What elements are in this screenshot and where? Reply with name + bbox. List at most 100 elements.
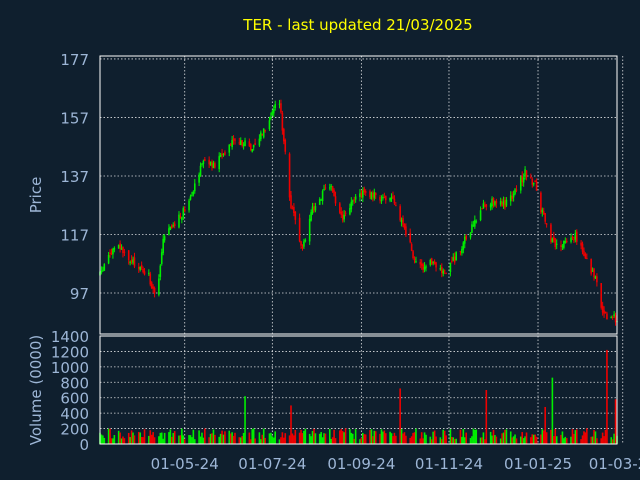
volume-bar [183, 439, 186, 444]
candle-body [244, 140, 246, 147]
candle-body [462, 242, 465, 250]
candle-body [475, 221, 478, 223]
candle-body [542, 211, 545, 215]
volume-bar [545, 432, 548, 444]
candle-body [435, 262, 437, 268]
volume-bar [613, 433, 615, 444]
volume-bar [469, 438, 472, 444]
candle-body [425, 266, 427, 268]
candle-body [383, 196, 386, 198]
volume-bar [461, 436, 463, 444]
candle-body [301, 246, 304, 248]
volume-bar [575, 429, 578, 444]
candle-body [103, 264, 106, 271]
candle-body [179, 216, 182, 218]
volume-bar [542, 430, 545, 444]
volume-bar [264, 437, 266, 444]
candle-body [390, 197, 393, 199]
candle-body [284, 139, 287, 152]
candle-body [380, 199, 383, 202]
volume-bar [384, 433, 387, 444]
candle-body [153, 287, 156, 294]
volume-bar [395, 435, 397, 444]
candle-body [584, 253, 587, 259]
candle-body [423, 266, 426, 270]
volume-bar [251, 429, 254, 444]
candle-body [209, 161, 212, 166]
volume-bar [580, 439, 582, 444]
volume-bar [288, 435, 291, 444]
volume-bar [409, 437, 411, 444]
volume-bar [304, 428, 307, 444]
candle-body [429, 259, 432, 265]
price-tick-label: 97 [70, 285, 89, 303]
candle-body [300, 241, 302, 246]
volume-bar [530, 437, 532, 444]
volume-bar [169, 429, 172, 444]
candle-body [452, 257, 455, 261]
candle-body [228, 144, 231, 153]
candle-body [120, 248, 123, 250]
volume-tick-label: 400 [60, 405, 89, 423]
volume-bar [212, 429, 215, 444]
candle-body [354, 196, 357, 200]
volume-bar [149, 430, 152, 444]
volume-bar [413, 432, 416, 444]
volume-bar [343, 432, 345, 444]
price-panel-frame [99, 55, 618, 335]
volume-bar [290, 405, 292, 444]
candle-body [601, 305, 604, 313]
candle-body [472, 225, 475, 227]
volume-bar [492, 429, 495, 444]
candle-body [360, 192, 363, 197]
candle-body [311, 206, 314, 214]
volume-bar [333, 429, 335, 444]
candle-body [198, 174, 200, 183]
volume-bar [323, 433, 325, 444]
candle-body [410, 244, 413, 251]
volume-bar [389, 431, 391, 444]
candle-body [439, 267, 442, 270]
candle-body [272, 109, 275, 114]
volume-bar [553, 436, 555, 444]
candle-body [140, 265, 143, 268]
candle-body [565, 240, 568, 242]
volume-bar [202, 437, 205, 444]
candle-body [353, 199, 355, 201]
candle-body [606, 313, 608, 320]
candle-body [575, 231, 578, 242]
candle-body [485, 204, 488, 207]
candle-body [593, 268, 595, 278]
volume-bar [214, 434, 216, 444]
volume-bar [258, 432, 261, 444]
candle-body [491, 198, 493, 206]
volume-bar [318, 433, 321, 444]
candle-body [199, 165, 202, 176]
candle-body [560, 245, 562, 247]
candle-body [524, 169, 526, 177]
candle-body [449, 262, 452, 273]
candle-body [334, 196, 337, 204]
volume-bar [284, 433, 287, 444]
volume-bar [560, 434, 562, 444]
volume-bar [300, 429, 302, 444]
volume-bar [143, 429, 146, 444]
candle-body [594, 276, 597, 279]
volume-bar [455, 438, 457, 444]
candle-body [479, 210, 482, 221]
volume-bar [127, 432, 130, 444]
candle-body [211, 162, 213, 167]
volume-bar [173, 431, 176, 444]
candle-body [270, 116, 272, 119]
volume-bar [362, 432, 364, 444]
candle-body [328, 187, 331, 189]
candle-body [461, 248, 463, 254]
volume-bar [150, 434, 153, 444]
volume-bar [109, 428, 111, 444]
volume-bar [119, 432, 121, 444]
volume-bar [415, 428, 417, 444]
volume-bar [334, 438, 337, 444]
volume-bar [596, 438, 598, 444]
candle-body [511, 195, 513, 199]
candle-body [202, 160, 205, 164]
